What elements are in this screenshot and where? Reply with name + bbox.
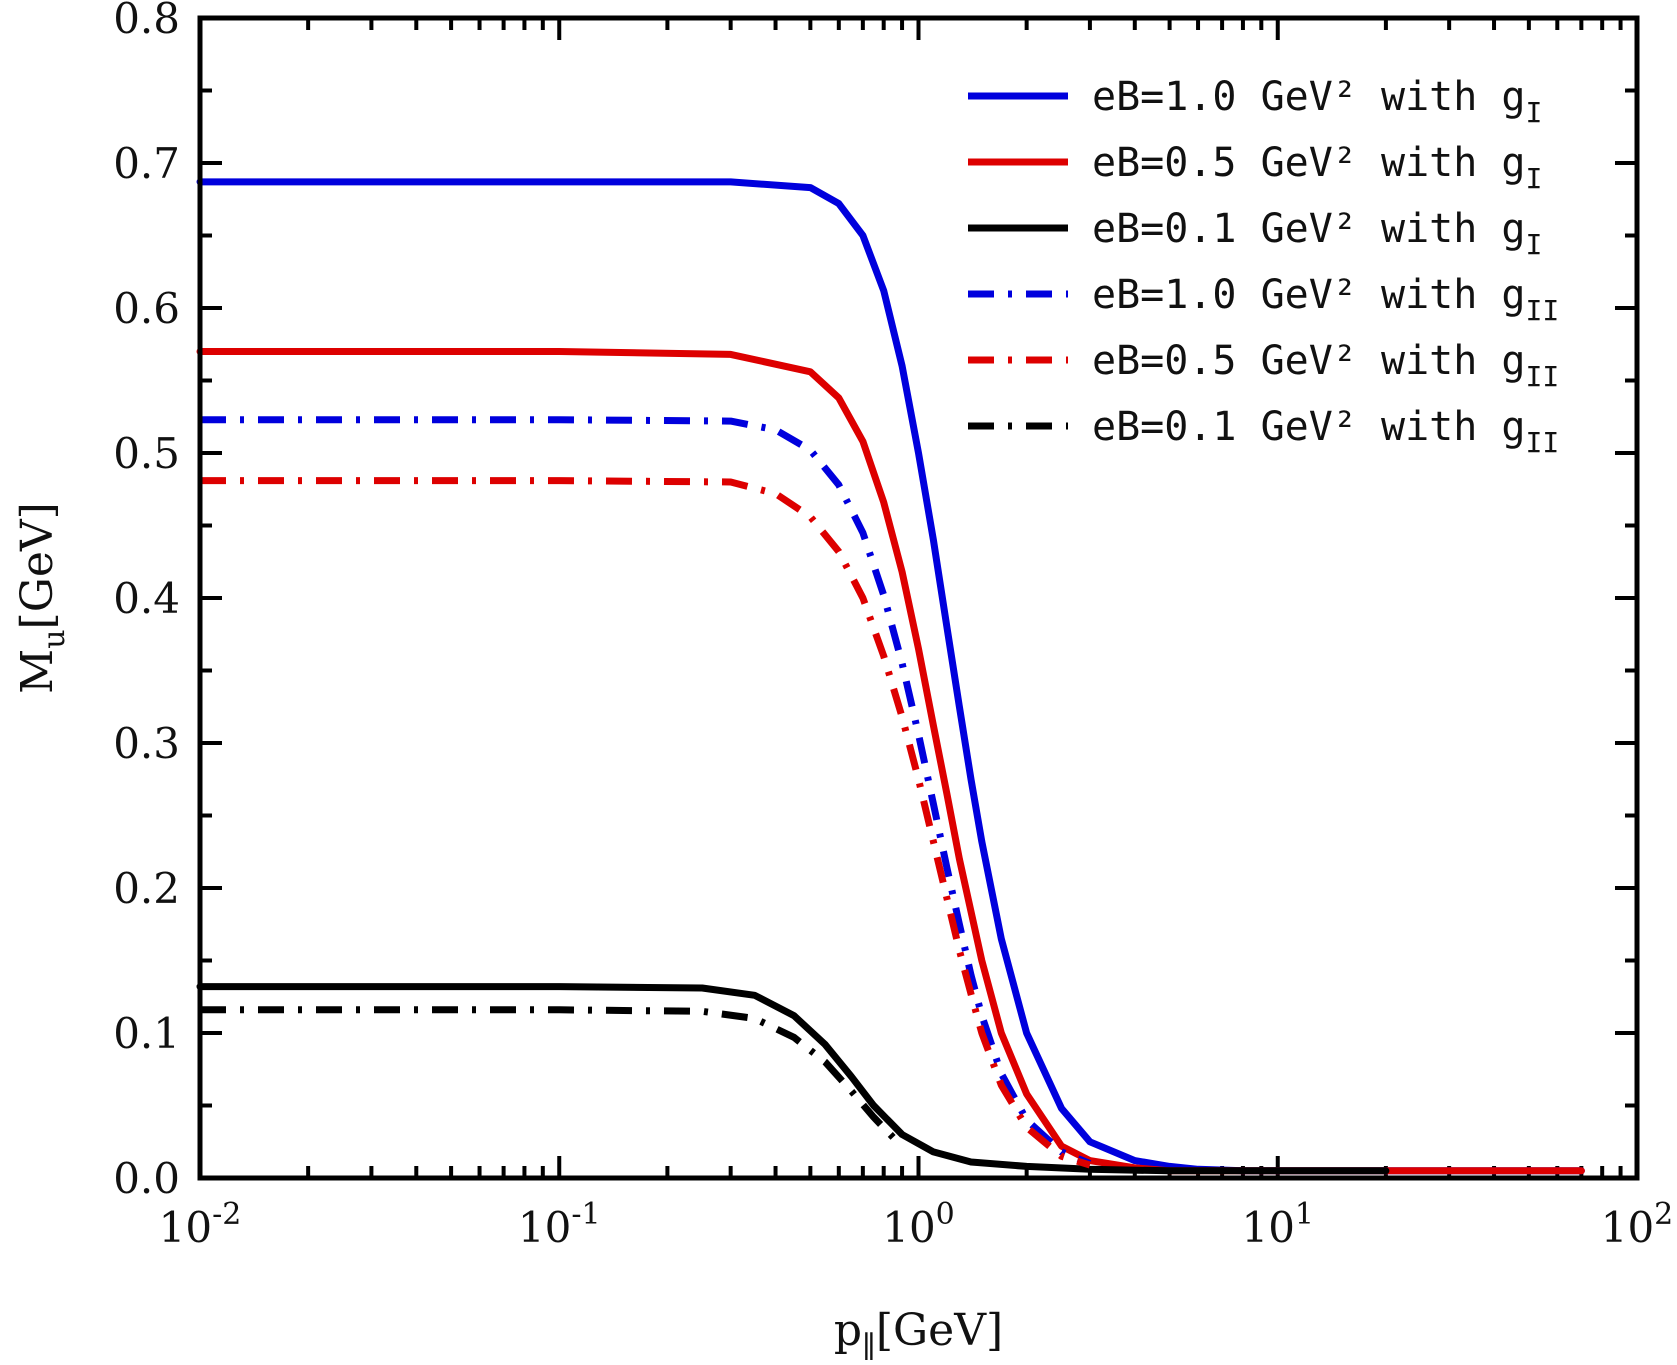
series-line-5	[200, 477, 1091, 1169]
legend-label-2: eB=0.5 GeV² with gI	[1092, 140, 1542, 195]
x-tick-label: 100	[882, 1197, 955, 1252]
series-line-2	[196, 348, 1585, 1175]
y-tick-label: 0.7	[113, 139, 180, 188]
axis-ticks	[198, 16, 1637, 1180]
series-lines	[196, 178, 1585, 1175]
y-tick-label: 0.2	[113, 864, 180, 913]
series-line-3	[196, 983, 1390, 1175]
y-tick-label: 0.3	[113, 719, 180, 768]
legend-label-1: eB=1.0 GeV² with gI	[1092, 74, 1542, 129]
y-tick-label: 0.4	[113, 574, 180, 623]
y-tick-label: 0.0	[113, 1154, 180, 1203]
series-line-1	[196, 178, 1585, 1175]
y-tick-label: 0.6	[113, 284, 180, 333]
tick-labels: 10-2 10-1 100 101 102 0.0 0.1 0.2 0.3 0.4 0.5 0.6 0.…	[113, 0, 1673, 1252]
y-tick-label: 0.5	[113, 429, 180, 478]
series-line-4	[200, 416, 1092, 1167]
x-axis-title: p∥[GeV]	[834, 1305, 1003, 1360]
x-tick-label: 10-1	[518, 1197, 601, 1252]
legend-label-6: eB=0.1 GeV² with gII	[1092, 404, 1559, 459]
axis-titles: p∥[GeV] Mu[GeV]	[12, 502, 1003, 1365]
legend-label-3: eB=0.1 GeV² with gI	[1092, 206, 1542, 261]
y-tick-label: 0.8	[113, 0, 180, 43]
series-line-6	[200, 1006, 896, 1140]
y-axis-title: Mu[GeV]	[12, 502, 72, 694]
legend-label-5: eB=0.5 GeV² with gII	[1092, 338, 1559, 393]
legend: eB=1.0 GeV² with gI eB=0.5 GeV² with gI eB…	[968, 74, 1559, 459]
x-tick-label: 102	[1601, 1197, 1674, 1252]
x-tick-label: 10-2	[159, 1197, 242, 1252]
plot-frame	[197, 15, 1640, 1181]
x-tick-label: 101	[1241, 1197, 1314, 1252]
legend-label-4: eB=1.0 GeV² with gII	[1092, 272, 1559, 327]
y-tick-label: 0.1	[113, 1009, 180, 1058]
